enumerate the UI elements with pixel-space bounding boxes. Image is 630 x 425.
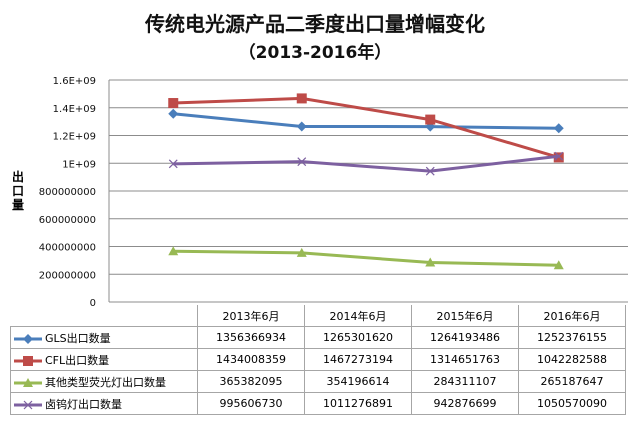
chart-subtitle: （2013-2016年）: [238, 43, 392, 63]
series-line: [168, 246, 564, 270]
data-cell: 995606730: [197, 392, 305, 415]
series-path: [173, 112, 559, 130]
data-cell: 284311107: [411, 370, 519, 393]
series-line: [168, 108, 564, 134]
legend-entry: CFL出口数量: [10, 348, 198, 371]
data-cell: 1050570090: [518, 392, 626, 415]
data-point: [553, 260, 564, 270]
series-line: [168, 151, 564, 176]
data-cell: 1011276891: [304, 392, 412, 415]
data-point: [168, 246, 179, 256]
category-label: 2016年6月: [518, 305, 626, 327]
category-label: 2013年6月: [197, 305, 305, 327]
data-point: [425, 114, 436, 125]
data-point: [23, 355, 33, 366]
category-label: 2015年6月: [411, 305, 519, 327]
y-tick-label: 1E+09: [62, 159, 96, 170]
data-point: [553, 123, 564, 134]
data-cell: 1314651763: [411, 348, 519, 371]
series-name: 其他类型荧光灯出口数量: [45, 375, 166, 389]
plot-area: 0 200000000 400000000 600000000 800000000 1E+…: [39, 76, 628, 309]
data-point: [425, 166, 435, 176]
legend-entry: 卤钨灯出口数量: [10, 392, 198, 415]
data-point: [168, 108, 179, 119]
legend-key: [14, 377, 42, 387]
y-tick-label: 600000000: [39, 215, 96, 226]
y-tick-label: 1.4E+09: [53, 104, 96, 115]
y-axis-label: 出口量: [11, 170, 24, 212]
data-point: [23, 333, 33, 344]
y-tick-label: 1.2E+09: [53, 132, 96, 143]
table-row: 卤钨灯出口数量 995606730 1011276891 942876699 10505…: [10, 392, 626, 415]
series-name: 卤钨灯出口数量: [45, 397, 122, 411]
data-cell: 1434008359: [197, 348, 305, 371]
data-cell: 365382095: [197, 370, 305, 393]
data-point: [23, 400, 33, 409]
y-tick-label: 1.6E+09: [53, 76, 96, 87]
y-tick-label: 400000000: [39, 243, 96, 254]
data-point: [168, 98, 179, 109]
y-tick-label: 200000000: [39, 270, 96, 281]
data-cell: 1467273194: [304, 348, 412, 371]
data-point: [23, 377, 33, 387]
table-row: CFL出口数量 1434008359 1467273194 1314651763 104…: [10, 348, 626, 371]
table-header-row: 2013年6月 2014年6月 2015年6月 2016年6月: [11, 305, 626, 327]
legend-key: [14, 333, 42, 344]
legend-entry: 其他类型荧光灯出口数量: [10, 370, 198, 393]
data-cell: 942876699: [411, 392, 519, 415]
category-label: 2014年6月: [304, 305, 412, 327]
chart-title: 传统电光源产品二季度出口量增幅变化: [145, 12, 485, 36]
series-path: [173, 96, 560, 159]
y-tick-label: 0: [90, 298, 96, 309]
data-point: [296, 93, 307, 104]
data-table: 2013年6月 2014年6月 2015年6月 2016年6月 GLS出口数量 13563…: [10, 305, 626, 415]
series-path: [173, 154, 559, 173]
table-row: GLS出口数量 1356366934 1265301620 1264193486 125…: [10, 326, 626, 349]
data-cell: 1264193486: [411, 326, 519, 349]
series-path: [173, 249, 559, 267]
legend-key: [14, 355, 42, 366]
data-point: [425, 257, 436, 267]
data-cell: 1356366934: [197, 326, 305, 349]
table-row: 其他类型荧光灯出口数量 365382095 354196614 284311107 26…: [10, 370, 626, 393]
legend-entry: GLS出口数量: [10, 326, 198, 349]
data-point: [297, 157, 307, 167]
data-cell: 1042282588: [518, 348, 626, 371]
data-point: [296, 247, 307, 257]
data-cell: 354196614: [304, 370, 412, 393]
data-point: [296, 121, 307, 132]
data-point: [554, 151, 564, 161]
series-name: CFL出口数量: [45, 353, 110, 367]
y-tick-label: 800000000: [39, 187, 96, 198]
data-point: [168, 159, 178, 169]
series-name: GLS出口数量: [45, 331, 111, 345]
data-cell: 1252376155: [518, 326, 626, 349]
legend-key: [14, 400, 42, 409]
data-cell: 1265301620: [304, 326, 412, 349]
data-cell: 265187647: [518, 370, 626, 393]
